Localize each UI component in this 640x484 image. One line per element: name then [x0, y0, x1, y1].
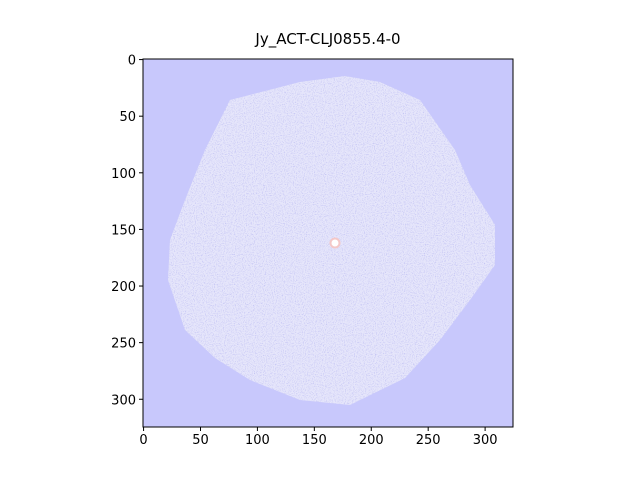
y-tick-label: 50 [119, 110, 136, 125]
y-tick-label: 250 [111, 337, 136, 352]
y-tick-label: 200 [111, 280, 136, 295]
x-tick-label: 100 [245, 433, 270, 448]
y-tick-label: 0 [128, 54, 136, 69]
x-tick-label: 50 [192, 433, 209, 448]
chart-title: Jy_ACT-CLJ0855.4-0 [254, 30, 400, 49]
x-tick-label: 300 [473, 433, 498, 448]
x-tick-label: 200 [359, 433, 384, 448]
x-tick-label: 0 [139, 433, 147, 448]
x-tick-label: 250 [416, 433, 441, 448]
plot-frame [142, 58, 514, 428]
y-tick-label: 300 [111, 393, 136, 408]
source-ring [329, 237, 341, 249]
y-tick-label: 150 [111, 223, 136, 238]
y-tick-label: 100 [111, 167, 136, 182]
x-tick-label: 150 [302, 433, 327, 448]
